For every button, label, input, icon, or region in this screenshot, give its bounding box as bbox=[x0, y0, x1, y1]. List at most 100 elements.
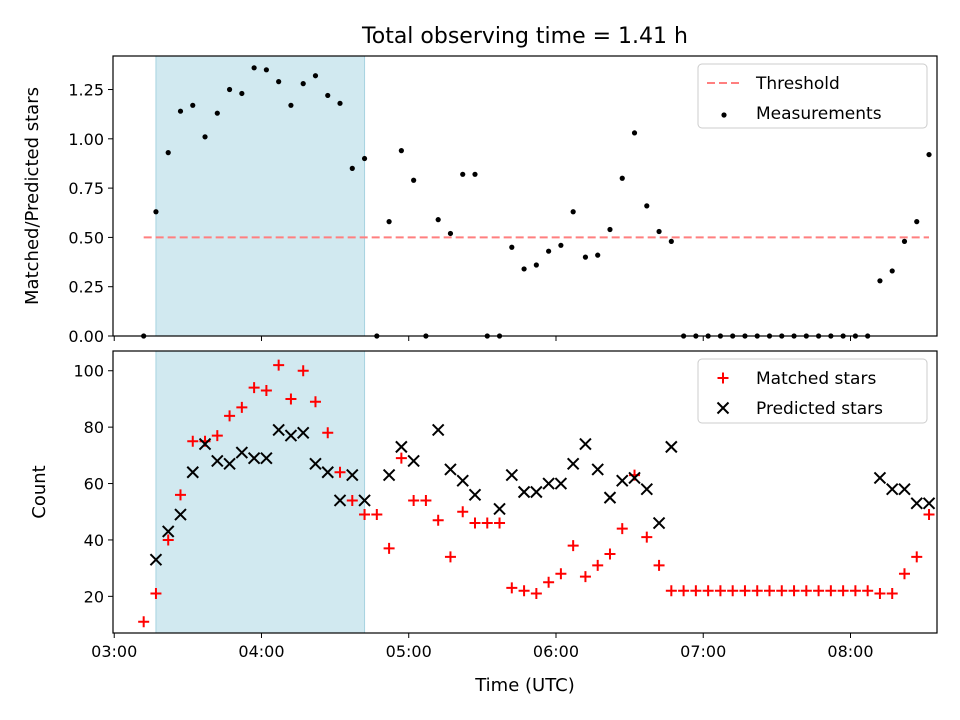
matched-star-point bbox=[322, 427, 334, 439]
measurement-point bbox=[165, 150, 171, 156]
matched-star-point bbox=[273, 359, 285, 371]
y-tick-label: 100 bbox=[73, 362, 104, 381]
legend-label: Threshold bbox=[755, 74, 840, 94]
matched-star-point bbox=[285, 393, 297, 405]
measurement-point bbox=[361, 155, 368, 162]
predicted-star-point bbox=[358, 494, 371, 507]
y-axis-ticks: 0.00 0.25 0.50 0.75 1.00 1.25 bbox=[68, 81, 113, 346]
predicted-star-point bbox=[493, 502, 506, 516]
matched-star-point bbox=[420, 494, 432, 506]
measurement-point bbox=[595, 252, 601, 258]
matched-star-point bbox=[690, 585, 702, 597]
matched-star-point bbox=[432, 514, 444, 526]
matched-star-point bbox=[236, 401, 248, 413]
measurement-point bbox=[263, 67, 269, 73]
y-tick-label: 0.25 bbox=[68, 278, 104, 297]
shaded-region bbox=[155, 55, 366, 337]
matched-star-point bbox=[702, 585, 714, 597]
matched-star-point bbox=[506, 582, 518, 594]
matched-star-point bbox=[211, 430, 223, 442]
matched-star-point bbox=[260, 384, 272, 396]
predicted-stars-points bbox=[149, 423, 936, 566]
predicted-star-point bbox=[517, 485, 531, 499]
legend-label: Matched stars bbox=[756, 369, 876, 389]
x-axis-ticks-top bbox=[113, 336, 851, 341]
measurement-point bbox=[889, 268, 895, 274]
y-tick-label: 0.75 bbox=[68, 179, 104, 198]
x-tick-label: 05:00 bbox=[386, 642, 432, 661]
predicted-star-point bbox=[260, 451, 273, 465]
matched-star-point bbox=[579, 571, 591, 583]
matched-star-point bbox=[641, 531, 653, 543]
y-tick-label: 0.50 bbox=[68, 228, 104, 247]
matched-star-point bbox=[494, 517, 506, 529]
matched-star-point bbox=[739, 585, 751, 597]
matched-star-point bbox=[309, 396, 321, 408]
x-tick-label: 03:00 bbox=[91, 642, 137, 661]
predicted-star-point bbox=[554, 477, 568, 490]
y-tick-label: 80 bbox=[84, 418, 104, 437]
measurement-point bbox=[288, 102, 294, 108]
matched-star-point bbox=[334, 466, 346, 478]
predicted-star-point bbox=[149, 553, 163, 566]
legend-box bbox=[697, 63, 928, 129]
measurement-point bbox=[226, 86, 233, 93]
measurement-point bbox=[251, 65, 257, 71]
chart-title: Total observing time = 1.41 h bbox=[361, 24, 688, 49]
predicted-star-point bbox=[542, 477, 555, 490]
matched-star-point bbox=[555, 568, 567, 580]
measurement-point bbox=[239, 90, 245, 97]
measurement-point bbox=[558, 242, 564, 248]
measurement-point bbox=[214, 110, 220, 116]
measurement-point bbox=[190, 102, 196, 108]
measurement-point bbox=[521, 266, 527, 272]
count-panel: 20 40 60 80 100 03:00 04:00 05:00 06:00 07:00 08:… bbox=[29, 350, 938, 696]
predicted-star-point bbox=[886, 482, 899, 496]
matched-star-point bbox=[764, 585, 775, 597]
matched-star-point bbox=[862, 585, 874, 597]
measurement-point bbox=[202, 134, 208, 140]
shaded-region bbox=[155, 350, 366, 634]
predicted-star-point bbox=[395, 440, 408, 454]
predicted-star-point bbox=[247, 451, 261, 465]
matched-star-point bbox=[174, 489, 186, 501]
matched-star-point bbox=[457, 506, 469, 518]
plot-frame bbox=[112, 350, 938, 634]
matched-star-point bbox=[359, 509, 371, 521]
y-axis-label: Count bbox=[29, 465, 50, 518]
predicted-star-point bbox=[223, 457, 236, 471]
matched-star-point bbox=[469, 517, 481, 529]
predicted-star-point bbox=[505, 468, 519, 482]
measurement-point bbox=[177, 108, 184, 114]
plot-frame bbox=[112, 55, 938, 337]
predicted-star-point bbox=[198, 437, 212, 451]
matched-star-point bbox=[371, 509, 383, 521]
ratio-panel: 0.00 0.25 0.50 0.75 1.00 1.25 Matched/Predict… bbox=[22, 55, 938, 346]
matched-star-point bbox=[481, 517, 493, 529]
y-tick-label: 1.00 bbox=[68, 130, 104, 149]
matched-star-point bbox=[776, 585, 788, 597]
measurement-point bbox=[582, 254, 589, 260]
matched-star-point bbox=[138, 616, 150, 628]
measurement-point bbox=[533, 262, 539, 268]
predicted-star-point bbox=[616, 474, 629, 487]
legend-matched-swatch bbox=[717, 372, 729, 384]
predicted-star-point bbox=[211, 454, 224, 468]
measurement-point bbox=[656, 228, 662, 235]
matched-star-point bbox=[395, 452, 407, 464]
legend-measurement-swatch bbox=[721, 112, 727, 118]
measurement-point bbox=[914, 219, 920, 225]
y-axis-ticks: 20 40 60 80 100 bbox=[73, 362, 113, 606]
predicted-star-point bbox=[628, 471, 641, 485]
measurement-point bbox=[607, 226, 613, 233]
matched-star-point bbox=[678, 585, 690, 597]
predicted-star-point bbox=[296, 426, 310, 439]
predicted-star-point bbox=[407, 454, 420, 468]
measurement-point bbox=[435, 217, 441, 223]
matched-star-point bbox=[604, 548, 616, 560]
matched-star-point bbox=[911, 551, 923, 563]
matched-star-point bbox=[248, 382, 260, 394]
matched-star-point bbox=[800, 585, 812, 597]
matched-stars-points bbox=[138, 359, 935, 628]
measurement-point bbox=[877, 278, 883, 284]
